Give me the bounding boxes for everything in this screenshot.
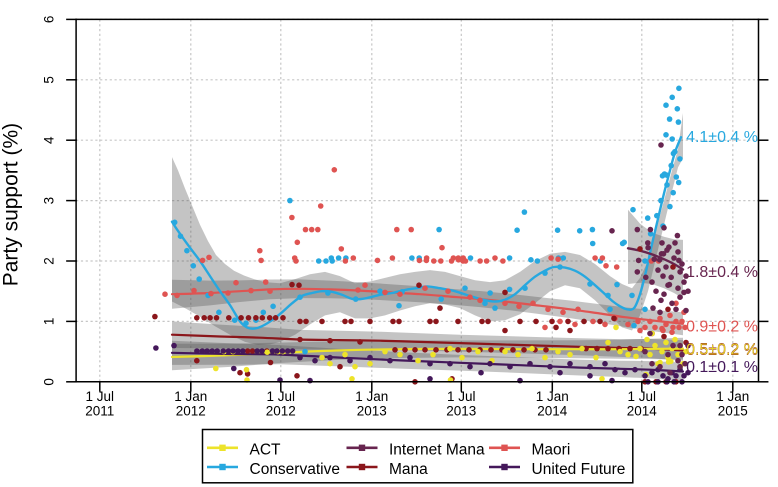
svg-text:1 Jul: 1 Jul: [267, 389, 296, 404]
svg-text:1 Jan: 1 Jan: [174, 389, 207, 404]
svg-text:1: 1: [42, 318, 57, 326]
svg-text:0.9±0.2 %: 0.9±0.2 %: [686, 318, 758, 335]
svg-text:1 Jan: 1 Jan: [716, 389, 749, 404]
svg-text:0.5±0.2 %: 0.5±0.2 %: [686, 342, 758, 359]
svg-text:1 Jul: 1 Jul: [447, 389, 476, 404]
svg-text:0.5±0.2 %: 0.5±0.2 %: [686, 342, 758, 359]
svg-text:1 Jul: 1 Jul: [86, 389, 115, 404]
svg-text:2015: 2015: [718, 403, 748, 418]
svg-text:2: 2: [42, 257, 57, 265]
svg-text:0.1±0.1 %: 0.1±0.1 %: [686, 359, 758, 376]
svg-text:2014: 2014: [627, 403, 658, 418]
svg-text:0: 0: [42, 378, 57, 386]
svg-text:2013: 2013: [357, 403, 387, 418]
svg-text:Mana: Mana: [389, 461, 428, 478]
svg-text:4: 4: [42, 136, 57, 144]
svg-text:2011: 2011: [85, 403, 114, 418]
svg-text:Party support (%): Party support (%): [0, 123, 22, 286]
svg-text:5: 5: [42, 76, 57, 84]
svg-text:ACT: ACT: [250, 442, 282, 459]
svg-text:2014: 2014: [537, 403, 568, 418]
svg-text:1.8±0.4 %: 1.8±0.4 %: [686, 264, 758, 281]
svg-text:Maori: Maori: [532, 442, 571, 459]
svg-text:Internet Mana: Internet Mana: [389, 442, 485, 459]
svg-text:6: 6: [42, 16, 57, 24]
svg-text:1 Jul: 1 Jul: [628, 389, 657, 404]
svg-text:Conservative: Conservative: [250, 461, 340, 478]
svg-text:0.5±0.2 %: 0.5±0.2 %: [686, 341, 758, 358]
svg-text:1 Jan: 1 Jan: [355, 389, 388, 404]
svg-text:1 Jan: 1 Jan: [536, 389, 569, 404]
svg-text:4.1±0.4 %: 4.1±0.4 %: [686, 129, 758, 146]
svg-text:3: 3: [42, 197, 57, 205]
svg-text:2013: 2013: [446, 403, 476, 418]
svg-text:2012: 2012: [176, 403, 206, 418]
svg-text:2012: 2012: [266, 403, 296, 418]
svg-text:United Future: United Future: [532, 461, 626, 478]
